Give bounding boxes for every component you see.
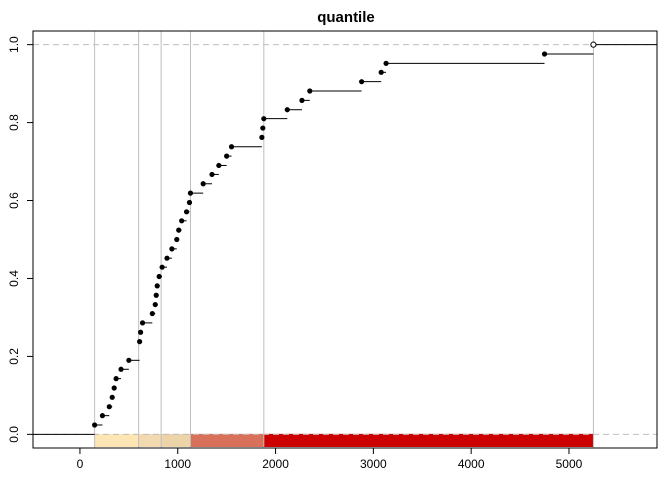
data-point [153, 292, 159, 298]
y-tick-label: 0.0 [7, 426, 21, 443]
data-point [183, 209, 190, 215]
x-axis: 0 1000 2000 3000 4000 5000 [77, 448, 583, 471]
data-point [378, 69, 384, 75]
data-point [179, 218, 185, 224]
x-tick-label: 4000 [458, 457, 485, 471]
x-tick-label: 1000 [164, 457, 191, 471]
data-point [307, 88, 313, 94]
y-tick-label: 0.2 [7, 348, 21, 365]
data-point [109, 394, 115, 400]
data-point [99, 413, 106, 419]
data-point [159, 264, 165, 270]
data-point [383, 60, 389, 66]
data-point [186, 199, 193, 206]
color-band [190, 433, 264, 447]
data-point [113, 376, 119, 382]
data-point [216, 162, 222, 169]
data-point [149, 310, 155, 317]
data-point [200, 181, 206, 187]
data-point [118, 366, 124, 372]
y-tick-label: 0.6 [7, 192, 21, 209]
data-point [92, 422, 98, 428]
data-point [259, 134, 265, 140]
data-point [169, 246, 175, 252]
x-tick-label: 5000 [556, 457, 583, 471]
data-point [152, 301, 158, 308]
data-point [209, 171, 215, 178]
data-point [106, 404, 112, 410]
plot-frame [32, 30, 658, 449]
y-tick-label: 0.8 [7, 114, 21, 131]
quantile-lines [94, 31, 594, 448]
data-point [359, 79, 365, 85]
color-band [94, 433, 139, 447]
color-band [138, 433, 162, 447]
data-point [261, 116, 267, 122]
data-point-open [590, 41, 597, 48]
data-point [299, 97, 305, 103]
data-point [126, 357, 132, 363]
data-point [174, 236, 180, 243]
data-point [228, 144, 235, 150]
x-tick-label: 2000 [262, 457, 289, 471]
y-axis: 0.0 0.2 0.4 0.6 0.8 1.0 [7, 36, 33, 443]
y-tick-label: 1.0 [7, 36, 21, 53]
reference-lines [33, 44, 657, 435]
data-point [224, 153, 230, 159]
data-point [187, 190, 194, 196]
y-tick-label: 0.4 [7, 270, 21, 287]
data-points [92, 41, 597, 428]
data-point [260, 125, 266, 131]
data-point [541, 51, 548, 57]
data-point [137, 339, 143, 345]
color-band [161, 433, 191, 447]
chart-title: quantile [317, 9, 375, 26]
color-bands [94, 433, 594, 447]
x-tick-label: 3000 [360, 457, 387, 471]
data-point [156, 273, 162, 280]
data-point [154, 283, 160, 289]
x-tick-label: 0 [77, 457, 84, 471]
color-band [263, 433, 594, 447]
data-point [139, 320, 146, 326]
step-segments [33, 44, 657, 435]
data-point [137, 329, 144, 335]
data-point [284, 107, 290, 113]
data-point [111, 385, 117, 391]
data-point [164, 255, 170, 261]
data-point [176, 227, 182, 233]
